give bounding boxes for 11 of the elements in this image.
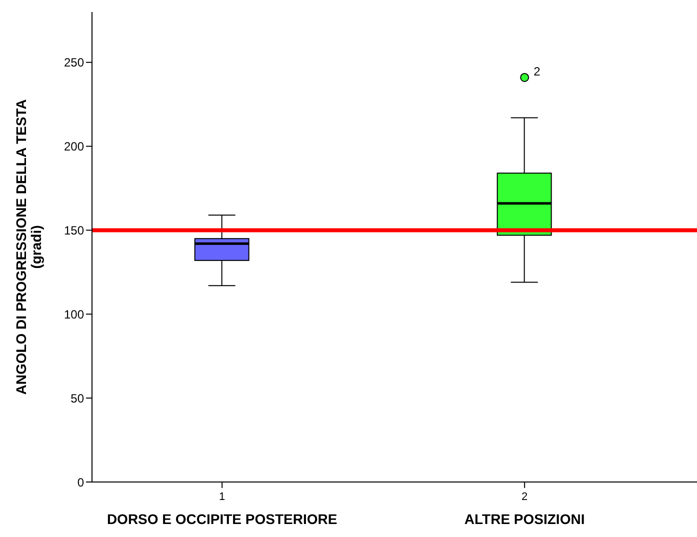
- y-axis-title: ANGOLO DI PROGRESSIONE DELLA TESTA (gradi): [13, 99, 44, 395]
- text: ALTRE POSIZIONI: [464, 511, 585, 527]
- text: DORSO E OCCIPITE POSTERIORE: [106, 511, 338, 527]
- y-tick-label: 150: [64, 223, 84, 238]
- y-tick-label: 100: [64, 307, 84, 322]
- x-tick-label: 1: [219, 491, 226, 503]
- annotation: 2: [534, 64, 541, 79]
- y-tick-label: 200: [64, 140, 84, 154]
- y-tick-label: 50: [70, 391, 84, 406]
- y-tick-label: 0: [77, 475, 84, 490]
- y-tick-label: 250: [64, 56, 84, 70]
